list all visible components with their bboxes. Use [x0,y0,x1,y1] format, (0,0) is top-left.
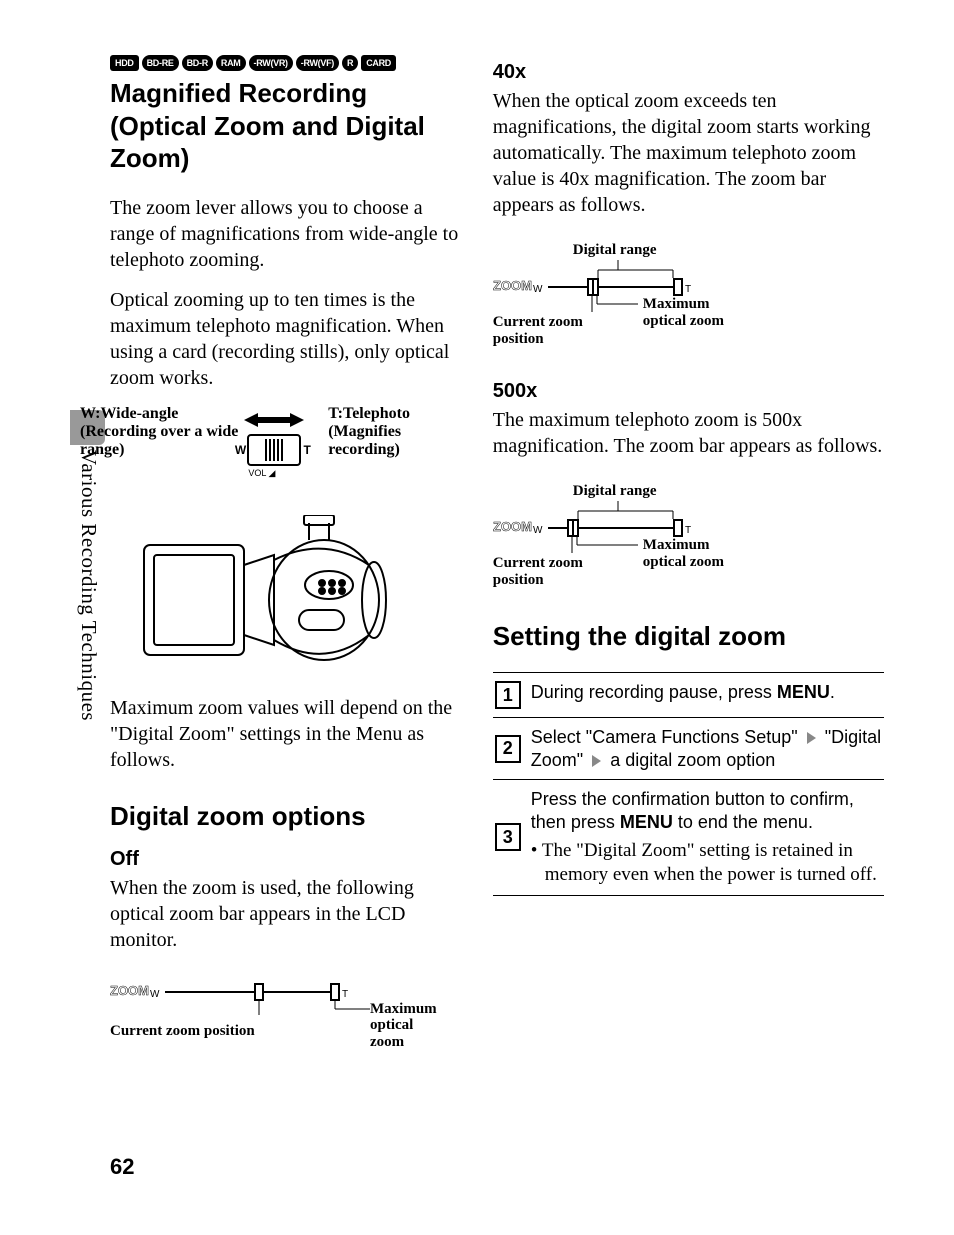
zoom-lever-diagram: W:Wide-angle (Recording over a wide rang… [80,405,468,685]
digital-range-label: Digital range [573,483,657,500]
500x-title: 500x [493,380,884,403]
zoom-bar-40x: Digital range ZOOM W T Maximum optical z… [493,242,884,372]
svg-text:ZOOM: ZOOM [493,278,532,293]
zoom-bar-500x: Digital range ZOOM W T Maximum optical z… [493,483,884,613]
svg-text:T: T [342,989,348,1000]
step-part: Select "Camera Functions Setup" [531,727,798,747]
off-title: Off [110,848,463,871]
zoom-text: ZOOM [110,983,149,998]
svg-text:W: W [150,989,160,1000]
step-text-post: to end the menu. [673,812,813,832]
step-sub-note: • The "Digital Zoom" setting is retained… [531,839,884,887]
media-badges: HDD BD-RE BD-R RAM -RW(VR) -RW(VF) R CAR… [110,55,463,71]
right-column: 40x When the optical zoom exceeds ten ma… [493,55,884,1175]
badge-ram: RAM [216,55,246,71]
max-optical-label: Maximum optical zoom [370,1001,450,1051]
svg-text:ZOOM: ZOOM [493,519,532,534]
step-3: 3 Press the confirmation button to confi… [493,780,884,896]
step-1: 1 During recording pause, press MENU. [493,672,884,718]
intro-paragraph-2: Optical zooming up to ten times is the m… [110,287,463,391]
badge-bdre: BD-RE [142,55,179,71]
40x-title: 40x [493,61,884,84]
step-body: Press the confirmation button to confirm… [523,788,884,887]
telephoto-label: T:Telephoto (Magnifies recording) [328,405,468,460]
zoom-bar-off: ZOOM W T Current zoom position Maximum o… [110,977,463,1077]
off-text: When the zoom is used, the following opt… [110,875,463,953]
camera-illustration [134,515,414,685]
step-number: 1 [495,681,521,709]
left-column: HDD BD-RE BD-R RAM -RW(VR) -RW(VF) R CAR… [70,55,463,1175]
menu-keyword: MENU [620,812,673,832]
step-number-box: 3 [493,788,523,887]
step-2: 2 Select "Camera Functions Setup" "Digit… [493,718,884,780]
svg-text:T: T [685,525,691,536]
steps-list: 1 During recording pause, press MENU. 2 … [493,672,884,896]
step-number: 3 [495,823,521,851]
badge-rwvr: -RW(VR) [249,55,293,71]
depends-paragraph: Maximum zoom values will depend on the "… [110,695,463,773]
svg-text:T: T [685,284,691,295]
badge-r: R [342,55,358,71]
step-text: During recording pause, press [531,682,777,702]
badge-card: CARD [361,55,396,71]
badge-rwvf: -RW(VF) [296,55,339,71]
max-optical-label: Maximum optical zoom [643,296,743,329]
badge-bdr: BD-R [182,55,213,71]
svg-text:W: W [533,525,543,536]
step-number-box: 1 [493,681,523,709]
setting-digital-zoom-title: Setting the digital zoom [493,621,884,652]
menu-keyword: MENU [777,682,830,702]
intro-paragraph-1: The zoom lever allows you to choose a ra… [110,195,463,273]
step-text-post: . [830,682,835,702]
lever-w-label: W [235,443,246,457]
step-number: 2 [495,735,521,763]
step-number-box: 2 [493,726,523,771]
current-zoom-label: Current zoom position [493,314,603,347]
page: HDD BD-RE BD-R RAM -RW(VR) -RW(VF) R CAR… [70,55,884,1175]
bidirection-arrow-icon [244,413,304,427]
step-body: Select "Camera Functions Setup" "Digital… [523,726,884,771]
40x-text: When the optical zoom exceeds ten magnif… [493,88,884,218]
max-optical-label: Maximum optical zoom [643,537,743,570]
zoom-lever-box: W T [247,434,301,466]
svg-text:W: W [533,284,543,295]
digital-range-label: Digital range [573,242,657,259]
current-zoom-label: Current zoom position [110,1023,255,1040]
vol-label: VOL ◢ [212,468,312,479]
step-body: During recording pause, press MENU. [523,681,884,709]
step-part: a digital zoom option [610,750,775,770]
badge-hdd: HDD [110,55,139,71]
digital-zoom-options-title: Digital zoom options [110,801,463,832]
500x-text: The maximum telephoto zoom is 500x magni… [493,407,884,459]
lever-t-label: T [304,443,311,457]
page-number: 62 [110,1154,134,1180]
triangle-icon [592,755,601,767]
lever-graphic: W T VOL ◢ [224,413,324,479]
page-title: Magnified Recording (Optical Zoom and Di… [110,77,463,175]
current-zoom-label: Current zoom position [493,555,603,588]
triangle-icon [807,732,816,744]
